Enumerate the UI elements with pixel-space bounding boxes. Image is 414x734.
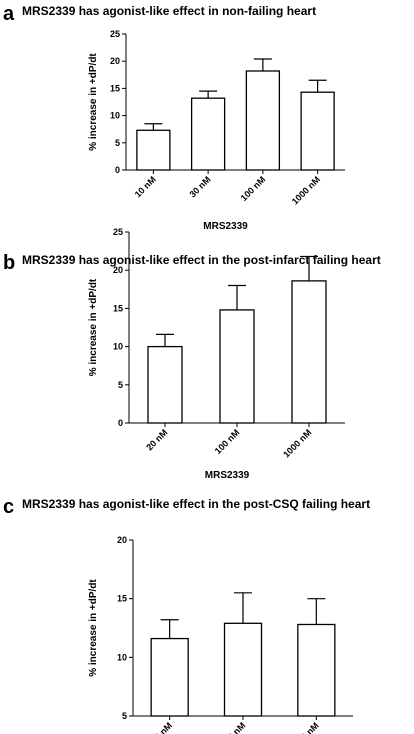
bar: [136, 129, 171, 171]
y-tick-label: 5: [115, 138, 120, 148]
y-tick-label: 25: [110, 29, 120, 39]
bar: [223, 622, 263, 717]
y-axis-label: % increase in +dP/dt: [88, 579, 99, 677]
x-tick-label: 100 nM: [239, 174, 268, 203]
bar: [300, 91, 335, 171]
bar: [291, 280, 327, 424]
x-tick-label: 100 nM: [219, 720, 248, 734]
chart-title: MRS2339 has agonist-like effect in the p…: [22, 497, 370, 511]
x-tick-label: 10 nM: [133, 174, 158, 199]
x-tick-label: 20 nM: [149, 720, 174, 734]
bar: [219, 309, 255, 424]
x-axis-label: MRS2339: [203, 221, 248, 232]
x-tick-label: 30 nM: [187, 174, 212, 199]
y-tick-label: 5: [122, 711, 127, 721]
y-tick-label: 0: [115, 165, 120, 175]
bar: [190, 97, 226, 171]
y-tick-label: 10: [110, 111, 120, 121]
y-tick-label: 5: [118, 380, 123, 390]
y-tick-label: 10: [113, 342, 123, 352]
y-tick-label: 20: [110, 56, 120, 66]
chart-panel-b: b MRS2339 has agonist-like effect in the …: [3, 227, 381, 481]
y-tick-label: 15: [113, 303, 123, 313]
chart-title: MRS2339 has agonist-like effect in non-f…: [22, 4, 316, 18]
chart-title: MRS2339 has agonist-like effect in the p…: [22, 253, 381, 267]
x-tick-label: 100 nM: [213, 427, 242, 456]
y-tick-label: 20: [113, 265, 123, 275]
y-tick-label: 0: [118, 418, 123, 428]
y-tick-label: 10: [117, 652, 127, 662]
x-tick-label: 1000 nM: [289, 720, 321, 734]
panel-letter: c: [3, 496, 14, 518]
x-tick-label: 1000 nM: [281, 427, 313, 459]
y-tick-label: 15: [117, 594, 127, 604]
y-tick-label: 25: [113, 227, 123, 237]
y-tick-label: 20: [117, 535, 127, 545]
y-axis-label: % increase in +dP/dt: [88, 53, 99, 151]
panel-letter: a: [3, 3, 15, 25]
bar: [147, 345, 183, 424]
x-tick-label: 20 nM: [144, 427, 169, 452]
y-tick-label: 15: [110, 83, 120, 93]
bar: [297, 623, 336, 717]
bar: [245, 70, 281, 171]
x-tick-label: 1000 nM: [290, 174, 322, 206]
panel-letter: b: [3, 252, 15, 274]
chart-panel-c: c MRS2339 has agonist-like effect in the …: [3, 496, 370, 734]
x-axis-label: MRS2339: [205, 470, 250, 481]
y-axis-label: % increase in +dP/dt: [88, 278, 99, 376]
chart-panel-a: a MRS2339 has agonist-like effect in non-…: [3, 3, 345, 232]
bar: [150, 637, 189, 717]
